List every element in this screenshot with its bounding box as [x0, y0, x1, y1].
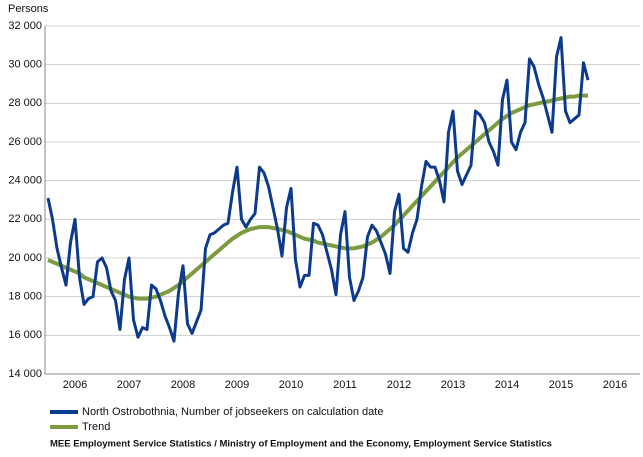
- x-tick-label: 2013: [441, 379, 465, 391]
- y-tick-label: 16 000: [8, 329, 42, 341]
- x-tick-label: 2015: [549, 379, 573, 391]
- x-tick-label: 2016: [603, 379, 627, 391]
- x-tick-label: 2009: [225, 379, 249, 391]
- y-tick-label: 28 000: [8, 97, 42, 109]
- x-tick-label: 2006: [63, 379, 87, 391]
- series-line: [47, 93, 588, 301]
- y-axis-label: Persons: [8, 3, 49, 15]
- y-tick-label: 32 000: [8, 20, 42, 32]
- y-tick-label: 22 000: [8, 213, 42, 225]
- legend-label: North Ostrobothnia, Number of jobseekers…: [82, 406, 383, 418]
- y-tick-label: 30 000: [8, 59, 42, 71]
- x-tick-label: 2012: [387, 379, 411, 391]
- x-tick-label: 2007: [117, 379, 141, 391]
- y-tick-label: 26 000: [8, 136, 42, 148]
- x-tick-label: 2014: [495, 379, 519, 391]
- y-tick-label: 18 000: [8, 291, 42, 303]
- y-tick-label: 20 000: [8, 252, 42, 264]
- x-tick-label: 2010: [279, 379, 303, 391]
- source-note: MEE Employment Service Statistics / Mini…: [50, 439, 552, 450]
- y-tick-label: 14 000: [8, 368, 42, 380]
- x-tick-label: 2008: [171, 379, 195, 391]
- legend-label: Trend: [82, 421, 110, 433]
- x-tick-label: 2011: [333, 379, 357, 391]
- series-line: [46, 36, 590, 343]
- y-tick-label: 24 000: [8, 175, 42, 187]
